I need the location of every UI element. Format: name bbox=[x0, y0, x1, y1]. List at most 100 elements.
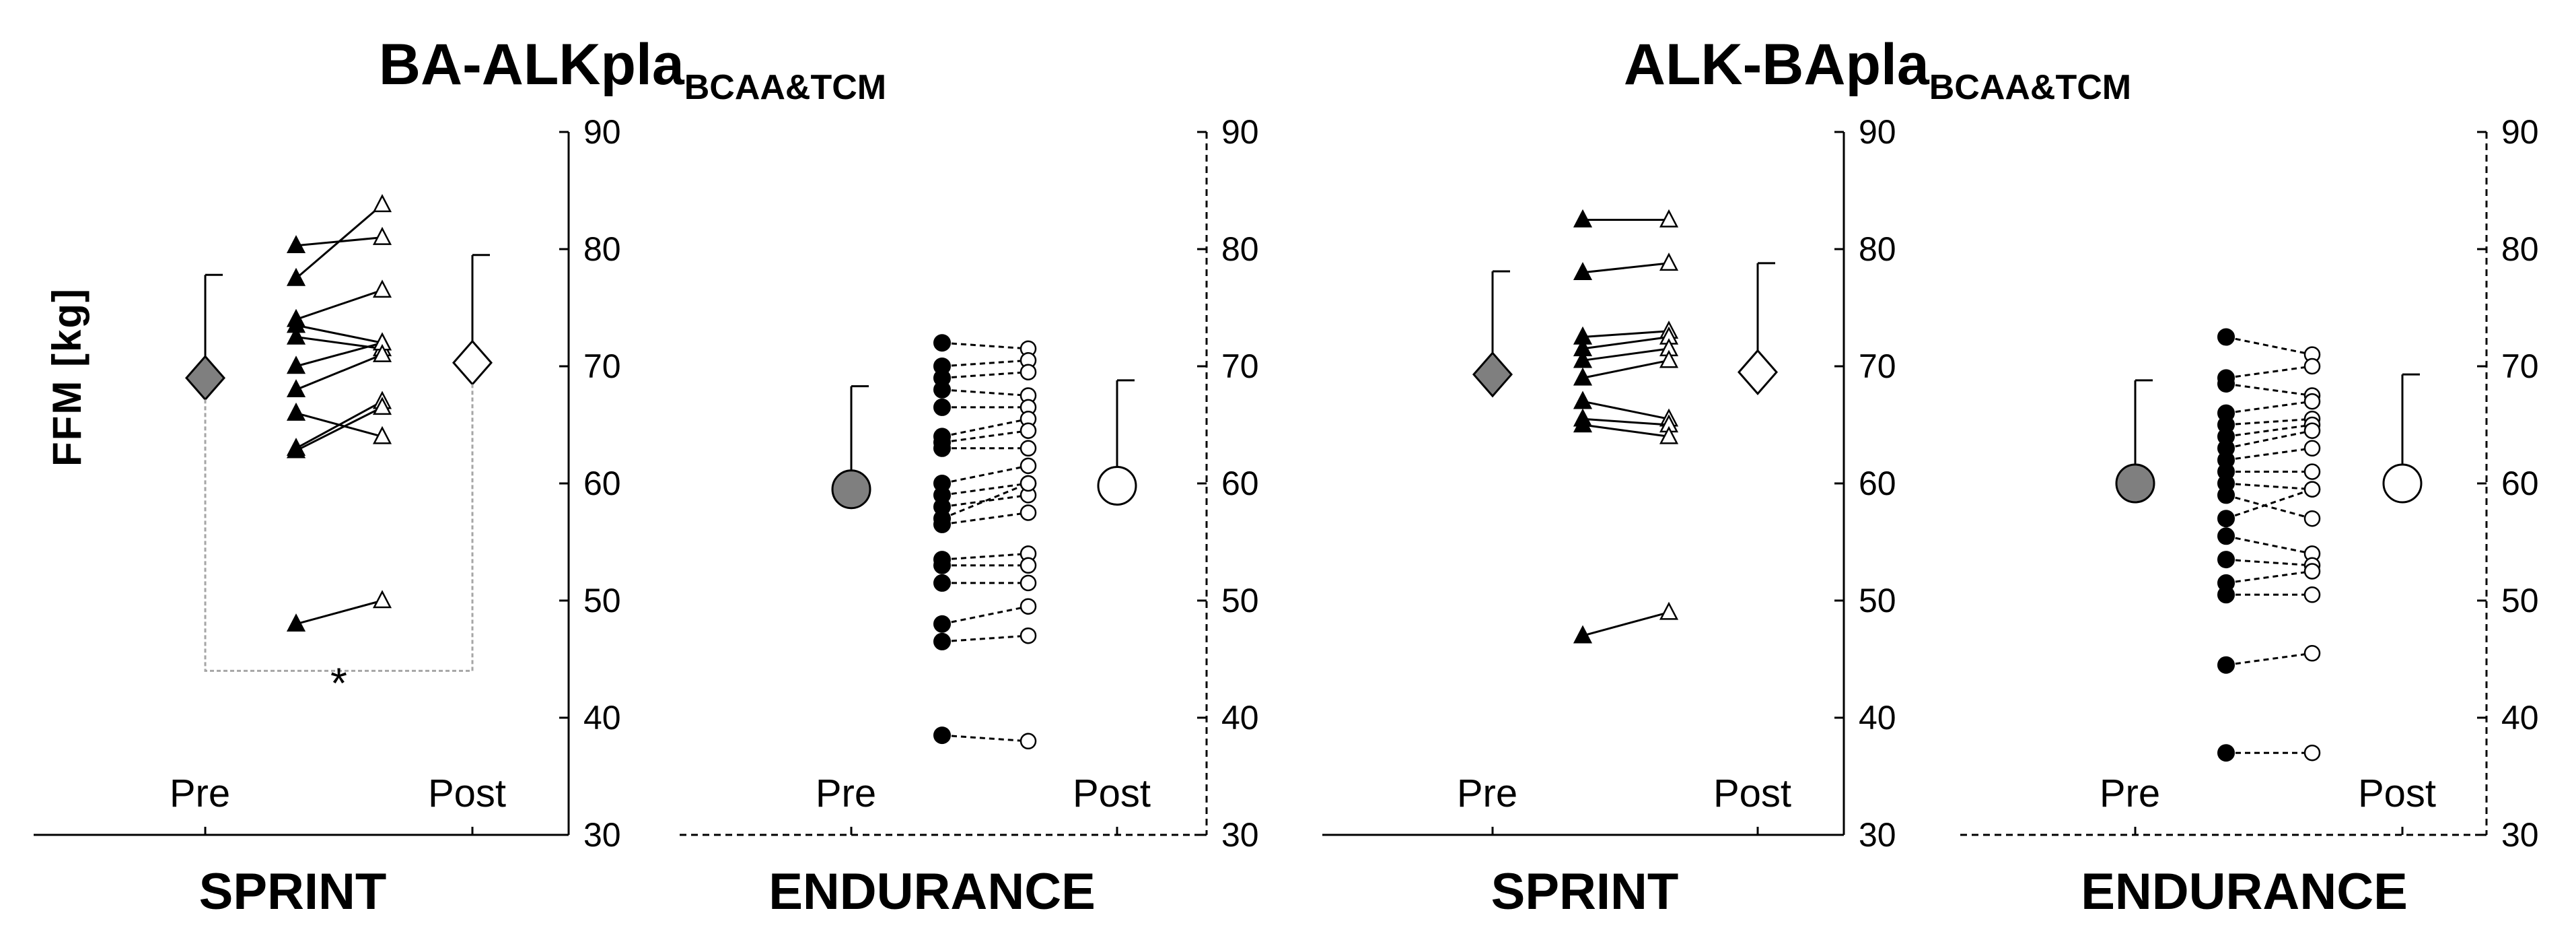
g0-endurance-individual-line bbox=[941, 482, 1029, 520]
g1-sprint-individual-post bbox=[1659, 601, 1679, 620]
g0-endurance-individual-line bbox=[941, 388, 1029, 397]
g0-sprint-tick-label-40: 40 bbox=[583, 699, 621, 737]
g0-endurance-tick-label-50: 50 bbox=[1221, 582, 1259, 619]
g1-sprint-individual-pre bbox=[1573, 391, 1593, 409]
g1-endurance-tick-label-90: 90 bbox=[2501, 113, 2539, 151]
g1-endurance-individual-pre bbox=[2217, 551, 2235, 569]
g0-sprint-significance-bracket bbox=[204, 384, 474, 672]
g0-endurance-individual-line bbox=[941, 371, 1029, 379]
g0-endurance-individual-line bbox=[941, 482, 1029, 496]
g1-endurance-individual-line bbox=[2225, 488, 2313, 520]
g0-sprint-individual-pre bbox=[286, 440, 306, 459]
g0-sprint-individual-line bbox=[295, 353, 383, 391]
g0-endurance-individual-line bbox=[941, 605, 1029, 625]
g1-endurance-individual-pre bbox=[2217, 486, 2235, 504]
g0-endurance-individual-post bbox=[1019, 598, 1037, 615]
g0-endurance-individual-post bbox=[1019, 733, 1037, 750]
g0-endurance-tick-label-60: 60 bbox=[1221, 465, 1259, 502]
g1-endurance-individual-line bbox=[2225, 482, 2313, 491]
g1-endurance-individual-post bbox=[2303, 393, 2321, 410]
g1-sprint-individual-pre bbox=[1573, 349, 1593, 368]
g1-sprint-individual-line bbox=[1582, 336, 1670, 350]
g1-endurance-individual-line bbox=[2225, 400, 2313, 415]
g1-endurance-individual-post bbox=[2303, 563, 2321, 580]
g0-endurance-pre-mean-marker bbox=[831, 469, 871, 510]
g1-endurance-individual-line bbox=[2225, 382, 2313, 397]
g1-endurance-individual-post bbox=[2303, 586, 2321, 603]
g1-sprint-individual-line bbox=[1582, 611, 1670, 637]
g1-endurance-post-label: Post bbox=[2358, 772, 2436, 815]
g0-endurance-individual-pre bbox=[933, 556, 951, 574]
g0-endurance-tick-label-90: 90 bbox=[1221, 113, 1259, 151]
g1-sprint-post-label: Post bbox=[1713, 772, 1791, 815]
g0-sprint-individual-pre bbox=[286, 402, 306, 421]
g0-sprint-pre-mean-marker bbox=[185, 355, 225, 401]
g0-sprint-individual-line bbox=[295, 400, 383, 450]
g1-endurance-individual-pre bbox=[2217, 510, 2235, 528]
g0-endurance-individual-pre bbox=[933, 334, 951, 352]
g1-endurance-individual-pre bbox=[2217, 586, 2235, 604]
g0-sprint-individual-post bbox=[372, 343, 392, 362]
g0-sprint-tick-label-90: 90 bbox=[583, 113, 621, 151]
g0-sprint-individual-line bbox=[295, 406, 383, 452]
g0-sprint-individual-line bbox=[295, 341, 383, 368]
g1-sprint-individual-line bbox=[1582, 347, 1670, 362]
g1-sprint-tick-label-60: 60 bbox=[1859, 465, 1896, 502]
g0-sprint-pre-label: Pre bbox=[170, 772, 230, 815]
g0-endurance-individual-post bbox=[1019, 504, 1037, 521]
g0-sprint-tick-label-80: 80 bbox=[583, 230, 621, 268]
g0-endurance-individual-line bbox=[941, 512, 1029, 526]
group-title-subscript: BCAA&TCM bbox=[1929, 68, 2131, 107]
g0-endurance-individual-post bbox=[1019, 475, 1037, 492]
g1-sprint-individual-line bbox=[1582, 330, 1670, 338]
g0-sprint-individual-post bbox=[372, 426, 392, 444]
g0-sprint-tick-label-50: 50 bbox=[583, 582, 621, 619]
g0-endurance-tick-label-80: 80 bbox=[1221, 230, 1259, 268]
g1-endurance-individual-line bbox=[2225, 652, 2313, 667]
g0-sprint-individual-pre bbox=[286, 267, 306, 286]
g1-sprint-individual-pre bbox=[1573, 209, 1593, 228]
g1-endurance-individual-line bbox=[2225, 447, 2313, 461]
g0-sprint-individual-pre bbox=[286, 235, 306, 254]
g1-sprint-individual-post bbox=[1659, 252, 1679, 271]
g0-sprint-individual-pre bbox=[286, 613, 306, 632]
g1-sprint-individual-pre bbox=[1573, 414, 1593, 433]
g1-endurance-tick-label-80: 80 bbox=[2501, 230, 2539, 268]
group-title-main: ALK-BApla bbox=[1624, 32, 1930, 97]
g1-sprint-individual-line bbox=[1582, 423, 1670, 438]
g0-endurance-panel-label: ENDURANCE bbox=[768, 863, 1096, 920]
g0-endurance-individual-pre bbox=[933, 515, 951, 533]
g1-endurance-individual-pre bbox=[2217, 375, 2235, 393]
g1-endurance-pre-mean-marker bbox=[2115, 463, 2155, 504]
group-title-1: ALK-BAplaBCAA&TCM bbox=[1624, 32, 2131, 107]
g1-endurance-individual-post bbox=[2303, 744, 2321, 761]
g0-endurance-individual-post bbox=[1019, 574, 1037, 592]
g0-endurance-individual-line bbox=[941, 734, 1029, 743]
g0-endurance-individual-line bbox=[941, 341, 1029, 350]
g1-sprint-individual-pre bbox=[1573, 262, 1593, 281]
g1-sprint-individual-line bbox=[1582, 417, 1670, 426]
g1-endurance-post-mean-marker bbox=[2382, 463, 2423, 504]
g1-endurance-individual-line bbox=[2225, 535, 2313, 555]
g1-sprint-individual-line bbox=[1582, 359, 1670, 379]
g1-sprint-individual-pre bbox=[1573, 625, 1593, 644]
y-axis-label: FFM [kg] bbox=[44, 287, 90, 467]
g1-endurance-individual-post bbox=[2303, 645, 2321, 662]
g0-endurance-individual-line bbox=[941, 359, 1029, 368]
g0-endurance-individual-line bbox=[941, 430, 1029, 444]
g1-endurance-individual-line bbox=[2225, 365, 2313, 379]
g1-sprint-tick-label-40: 40 bbox=[1859, 699, 1896, 737]
g0-endurance-individual-pre bbox=[933, 726, 951, 745]
g1-endurance-individual-post bbox=[2303, 510, 2321, 527]
group-title-subscript: BCAA&TCM bbox=[684, 68, 886, 107]
g1-endurance-individual-post bbox=[2303, 440, 2321, 457]
g1-endurance-individual-post bbox=[2303, 422, 2321, 439]
g1-sprint-tick-label-30: 30 bbox=[1859, 816, 1896, 854]
g0-sprint-individual-line bbox=[295, 324, 383, 344]
g0-endurance-individual-pre bbox=[933, 574, 951, 592]
g0-endurance-individual-post bbox=[1019, 422, 1037, 439]
g0-sprint-individual-pre bbox=[286, 379, 306, 398]
g0-sprint-individual-post bbox=[372, 279, 392, 298]
g1-sprint-tick-label-70: 70 bbox=[1859, 347, 1896, 385]
